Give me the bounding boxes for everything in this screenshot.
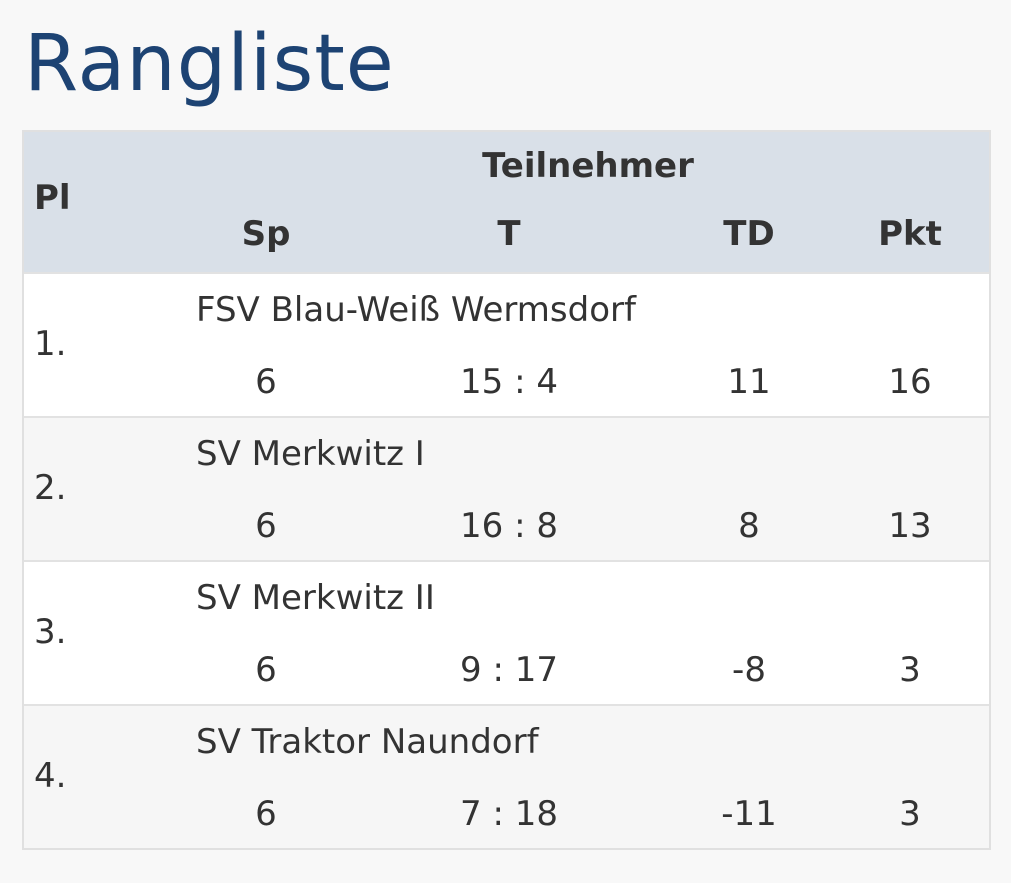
row-games: 6 (255, 650, 277, 690)
row-goals: 9 : 17 (460, 650, 558, 690)
ranking-table: Pl Teilnehmer Sp T TD Pkt 1. FSV Blau-We… (22, 130, 991, 850)
row-points: 16 (888, 362, 932, 402)
header-goals[interactable]: T (497, 214, 521, 254)
row-place: 2. (34, 468, 67, 508)
row-goals: 16 : 8 (460, 506, 558, 546)
row-place: 1. (34, 324, 67, 364)
row-goals: 7 : 18 (460, 794, 558, 834)
table-row[interactable]: 1. FSV Blau-Weiß Wermsdorf 6 15 : 4 11 1… (24, 272, 989, 416)
row-team-name[interactable]: FSV Blau-Weiß Wermsdorf (196, 290, 636, 330)
header-points[interactable]: Pkt (878, 214, 942, 254)
row-points: 3 (899, 794, 921, 834)
row-points: 3 (899, 650, 921, 690)
row-games: 6 (255, 362, 277, 402)
row-place: 4. (34, 756, 67, 796)
header-games[interactable]: Sp (241, 214, 291, 254)
header-participant[interactable]: Teilnehmer (482, 146, 694, 186)
table-row[interactable]: 4. SV Traktor Naundorf 6 7 : 18 -11 3 (24, 704, 989, 848)
row-goal-diff: -11 (721, 794, 777, 834)
row-goal-diff: 11 (727, 362, 771, 402)
row-team-name[interactable]: SV Merkwitz I (196, 434, 425, 474)
row-place: 3. (34, 612, 67, 652)
table-row[interactable]: 3. SV Merkwitz II 6 9 : 17 -8 3 (24, 560, 989, 704)
row-team-name[interactable]: SV Merkwitz II (196, 578, 435, 618)
header-goal-diff[interactable]: TD (723, 214, 775, 254)
table-header: Pl Teilnehmer Sp T TD Pkt (24, 132, 989, 272)
row-team-name[interactable]: SV Traktor Naundorf (196, 722, 539, 762)
page-title: Rangliste (24, 19, 395, 109)
row-goals: 15 : 4 (460, 362, 558, 402)
table-row[interactable]: 2. SV Merkwitz I 6 16 : 8 8 13 (24, 416, 989, 560)
header-place[interactable]: Pl (34, 178, 71, 218)
row-games: 6 (255, 794, 277, 834)
row-points: 13 (888, 506, 932, 546)
row-games: 6 (255, 506, 277, 546)
row-goal-diff: -8 (732, 650, 766, 690)
row-goal-diff: 8 (738, 506, 760, 546)
